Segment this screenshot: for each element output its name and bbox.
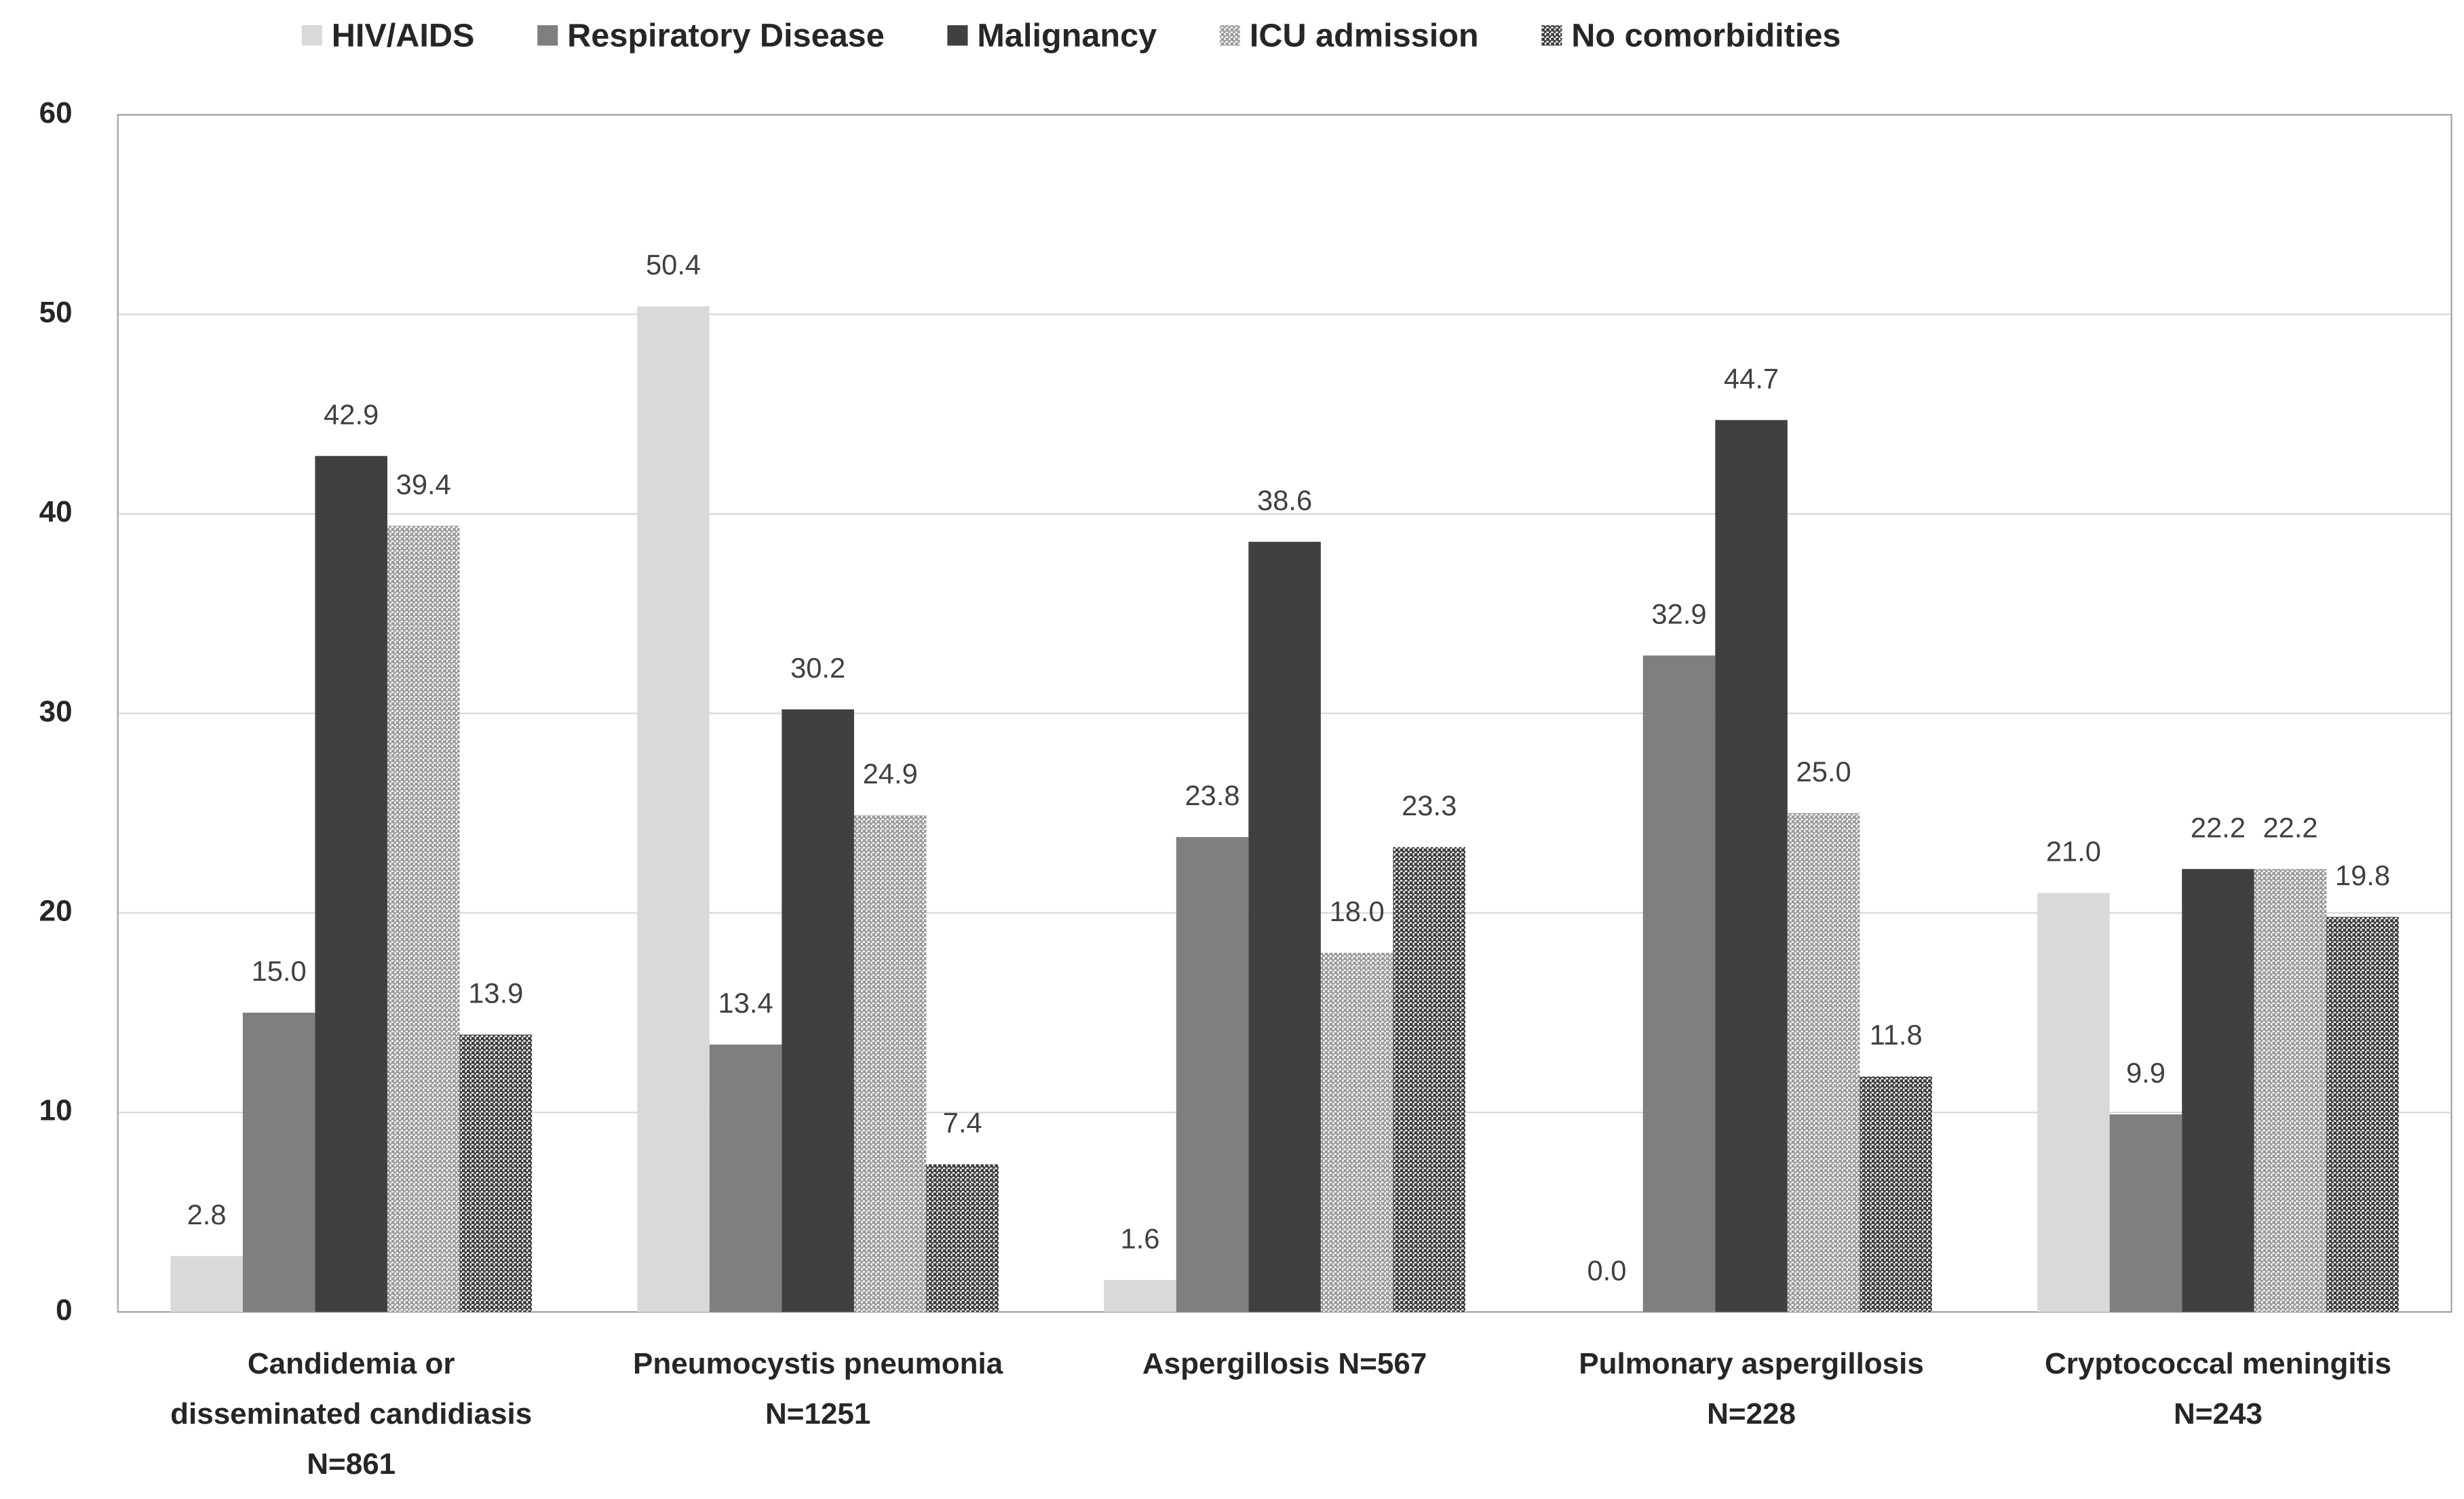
value-label: 39.4 xyxy=(396,468,451,500)
bar xyxy=(1393,846,1465,1312)
bar xyxy=(1860,1076,1932,1312)
value-label: 22.2 xyxy=(2263,811,2317,843)
value-label: 50.4 xyxy=(646,249,701,281)
value-label: 13.9 xyxy=(468,977,523,1009)
y-tick-label: 30 xyxy=(39,695,73,728)
value-label: 42.9 xyxy=(324,398,379,430)
legend-swatch xyxy=(301,25,322,46)
bar xyxy=(1642,655,1716,1312)
value-label: 25.0 xyxy=(1796,756,1851,787)
y-tick-label: 20 xyxy=(39,895,73,928)
bar xyxy=(853,815,927,1312)
bar xyxy=(637,306,710,1312)
x-tick-label: Aspergillosis N=567 xyxy=(1142,1347,1427,1380)
legend-label: Respiratory Disease xyxy=(567,18,885,54)
bar xyxy=(1320,952,1393,1312)
legend-swatch xyxy=(1219,25,1240,46)
value-label: 21.0 xyxy=(2046,836,2101,868)
value-label: 44.7 xyxy=(1724,362,1779,394)
bar xyxy=(315,456,387,1312)
x-tick-label: Candidemia or disseminated candidiasis N=8… xyxy=(170,1347,532,1481)
value-label: 30.2 xyxy=(790,652,845,684)
bar xyxy=(1176,837,1249,1312)
value-label: 9.9 xyxy=(2126,1057,2165,1089)
x-tick-label: Pneumocystis pneumonia N=1251 xyxy=(633,1347,1003,1430)
x-tick-label: Cryptococcal meningitis N=243 xyxy=(2045,1347,2391,1430)
bar xyxy=(926,1164,999,1312)
bar xyxy=(2037,893,2110,1312)
value-label: 1.6 xyxy=(1121,1222,1160,1254)
legend-swatch xyxy=(947,25,968,46)
bar xyxy=(242,1012,315,1312)
bar xyxy=(782,709,854,1312)
value-label: 18.0 xyxy=(1330,895,1385,927)
value-label: 22.2 xyxy=(2191,811,2246,843)
legend-label: ICU admission xyxy=(1250,18,1479,54)
value-label: 15.0 xyxy=(252,955,307,987)
value-label: 11.8 xyxy=(1870,1019,1923,1051)
value-label: 24.9 xyxy=(863,758,918,790)
y-tick-label: 60 xyxy=(39,96,73,130)
value-label: 19.8 xyxy=(2335,859,2390,891)
value-label: 0.0 xyxy=(1587,1254,1626,1286)
bar xyxy=(1104,1280,1176,1312)
bar xyxy=(459,1034,533,1312)
value-label: 32.9 xyxy=(1651,598,1706,630)
bar xyxy=(2182,869,2254,1312)
x-tick-label: Pulmonary aspergillosis N=228 xyxy=(1579,1347,1924,1430)
y-tick-label: 0 xyxy=(56,1293,72,1327)
bar xyxy=(1248,541,1321,1312)
legend-swatch xyxy=(537,25,558,46)
value-label: 2.8 xyxy=(187,1199,227,1230)
y-tick-label: 50 xyxy=(39,296,73,329)
y-tick-label: 40 xyxy=(39,495,73,528)
bar xyxy=(2109,1114,2182,1312)
legend-label: Malignancy xyxy=(977,18,1157,54)
bar xyxy=(709,1045,782,1312)
y-tick-label: 10 xyxy=(39,1094,73,1127)
bar xyxy=(170,1255,243,1312)
value-label: 23.8 xyxy=(1185,779,1239,811)
value-label: 7.4 xyxy=(943,1107,982,1139)
legend-swatch xyxy=(1541,25,1562,46)
bar xyxy=(2254,869,2327,1312)
bar xyxy=(1787,813,1860,1312)
legend-label: HIV/AIDS xyxy=(332,18,475,54)
value-label: 13.4 xyxy=(718,987,773,1019)
bar xyxy=(2326,916,2399,1312)
legend-label: No comorbidities xyxy=(1571,18,1841,54)
bar xyxy=(387,526,460,1312)
bar xyxy=(1715,420,1788,1312)
value-label: 23.3 xyxy=(1402,790,1457,821)
value-label: 38.6 xyxy=(1257,484,1312,516)
